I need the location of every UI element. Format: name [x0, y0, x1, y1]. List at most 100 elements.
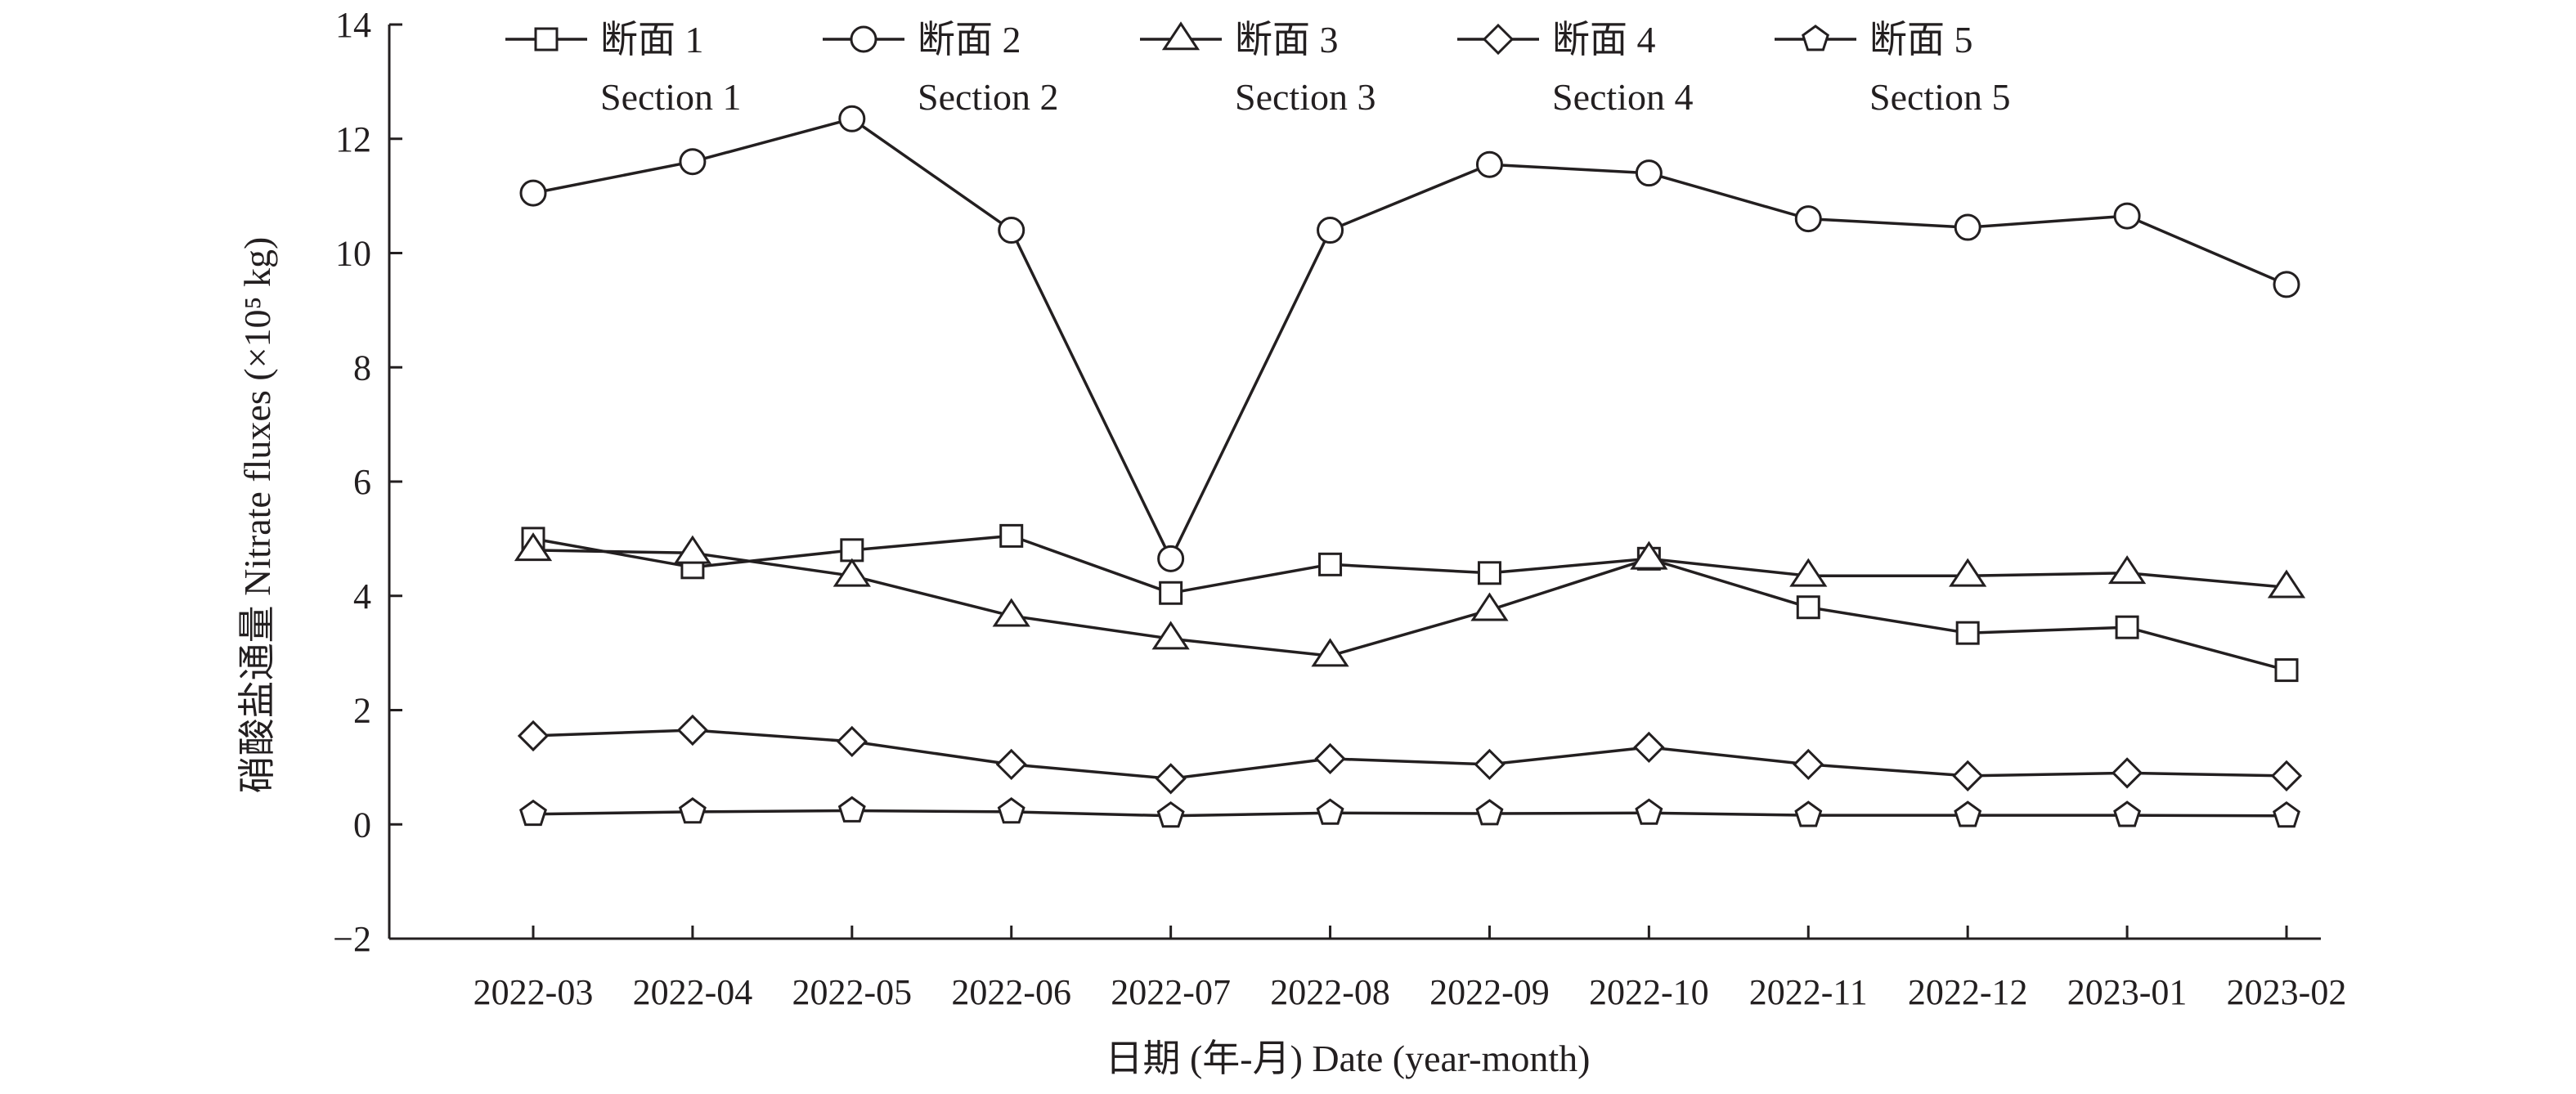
square-marker — [840, 538, 864, 563]
circle-marker — [998, 217, 1025, 244]
diamond-marker — [1482, 23, 1515, 56]
triangle-marker — [1161, 21, 1200, 51]
diamond-marker — [1793, 748, 1824, 781]
x-tick-label: 2022-05 — [792, 972, 912, 1012]
circle-marker — [519, 179, 547, 207]
series-layer — [514, 105, 2306, 828]
x-tick-label: 2022-04 — [633, 972, 753, 1012]
x-tick-label: 2022-09 — [1429, 972, 1550, 1012]
series-line — [532, 534, 2287, 672]
x-tick-label: 2023-01 — [2067, 972, 2188, 1012]
pentagon-marker — [1954, 800, 1982, 827]
series-5 — [519, 796, 2300, 828]
legend: 断面 1 Section 1 断面 2 Section 2 断面 3 Section 3 断… — [505, 19, 2010, 118]
x-tick-label: 2022-07 — [1111, 972, 1231, 1012]
pentagon-marker — [1794, 800, 1823, 827]
y-tick-label: 14 — [335, 5, 371, 45]
diamond-marker — [2111, 757, 2143, 789]
circle-marker — [1954, 213, 1981, 241]
square-marker — [999, 523, 1024, 548]
pentagon-marker — [1156, 800, 1185, 828]
triangle-marker — [2107, 555, 2147, 585]
pentagon-marker — [997, 797, 1025, 824]
circle-marker — [1157, 545, 1185, 572]
circle-marker — [1635, 159, 1663, 187]
diamond-marker — [1314, 742, 1346, 775]
x-axis-title: 日期 (年-月) Date (year-month) — [1105, 1038, 1590, 1079]
square-marker — [1955, 621, 1980, 645]
triangle-marker — [832, 558, 871, 587]
x-axis-ticks: 2022-03 2022-04 2022-05 2022-06 2022-07 2022-… — [473, 926, 2347, 1012]
triangle-marker — [1789, 558, 1828, 587]
x-tick-label: 2022-10 — [1589, 972, 1709, 1012]
y-tick-label: −2 — [333, 919, 371, 959]
triangle-marker — [673, 535, 712, 564]
square-marker — [1477, 561, 1501, 585]
x-tick-label: 2023-02 — [2227, 972, 2347, 1012]
legend-label-en: Section 5 — [1869, 76, 2010, 118]
pentagon-marker — [1802, 25, 1829, 52]
triangle-marker — [992, 598, 1030, 627]
legend-label-cn: 断面 1 — [600, 19, 704, 61]
y-tick-label: 8 — [353, 347, 371, 388]
triangle-marker — [514, 532, 553, 562]
square-marker — [534, 27, 559, 52]
y-axis-title: 硝酸盐通量 Nitrate fluxes (×10⁵ kg) — [236, 237, 278, 794]
y-tick-label: 0 — [353, 805, 371, 845]
x-tick-label: 2022-12 — [1908, 972, 2028, 1012]
circle-marker — [838, 105, 866, 132]
diamond-marker — [1633, 731, 1665, 764]
triangle-marker — [1630, 540, 1668, 570]
y-tick-label: 4 — [353, 576, 371, 616]
y-tick-label: 12 — [335, 119, 371, 159]
diamond-marker — [2270, 760, 2303, 791]
triangle-marker — [2267, 569, 2306, 599]
series-1 — [521, 523, 2299, 683]
x-tick-label: 2022-11 — [1749, 972, 1868, 1012]
y-tick-label: 2 — [353, 691, 371, 731]
legend-item-2: 断面 2 Section 2 — [823, 19, 1058, 118]
triangle-marker — [1949, 558, 1987, 587]
pentagon-marker — [2273, 800, 2300, 828]
series-3 — [514, 532, 2306, 667]
axes — [388, 25, 2321, 940]
pentagon-marker — [837, 796, 866, 823]
series-line — [532, 729, 2287, 781]
circle-marker — [1794, 205, 1822, 233]
x-tick-label: 2022-03 — [473, 972, 594, 1012]
square-marker — [1318, 552, 1343, 576]
legend-label-en: Section 1 — [600, 76, 741, 118]
pentagon-marker — [1475, 799, 1504, 826]
diamond-marker — [1474, 748, 1506, 781]
diamond-marker — [836, 725, 868, 758]
pentagon-marker — [519, 799, 547, 827]
y-axis-ticks: −2 0 2 4 6 8 10 12 14 — [333, 5, 402, 959]
pentagon-marker — [678, 797, 707, 824]
series-line — [532, 117, 2287, 561]
square-marker — [2115, 615, 2139, 639]
legend-label-cn: 断面 3 — [1235, 19, 1339, 61]
square-marker — [1159, 581, 1183, 605]
pentagon-marker — [1316, 798, 1344, 825]
legend-label-cn: 断面 4 — [1552, 19, 1656, 61]
diamond-marker — [1952, 760, 1984, 791]
legend-label-en: Section 3 — [1235, 76, 1376, 118]
series-line — [532, 549, 2287, 657]
square-marker — [1796, 595, 1820, 620]
diamond-marker — [1155, 763, 1187, 795]
circle-marker — [1475, 150, 1503, 178]
triangle-marker — [1151, 621, 1190, 650]
circle-marker — [2273, 271, 2300, 298]
pentagon-marker — [2113, 800, 2142, 827]
series-4 — [517, 714, 2303, 795]
circle-marker — [679, 148, 707, 176]
legend-label-en: Section 4 — [1552, 76, 1693, 118]
y-tick-label: 10 — [335, 234, 371, 274]
legend-label-cn: 断面 2 — [918, 19, 1021, 61]
legend-label-cn: 断面 5 — [1869, 19, 1973, 61]
diamond-marker — [995, 748, 1027, 781]
square-marker — [2274, 658, 2299, 683]
diamond-marker — [676, 714, 709, 747]
legend-label-en: Section 2 — [918, 76, 1058, 118]
